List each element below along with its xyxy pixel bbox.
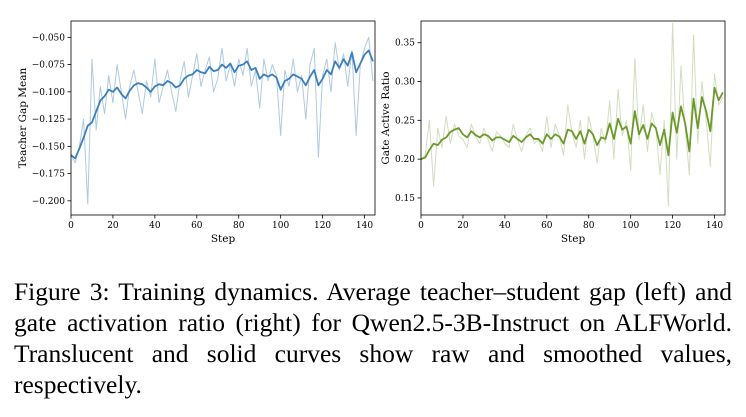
right-x-tick-label: 80 xyxy=(583,221,595,231)
left-x-tick-label: 20 xyxy=(107,221,119,231)
right-x-tick-label: 0 xyxy=(418,221,424,231)
left-series-raw-line xyxy=(70,36,374,205)
right-x-axis-label: Step xyxy=(561,233,586,245)
left-x-tick-label: 40 xyxy=(149,221,161,231)
figure-caption: Figure 3: Training dynamics. Average tea… xyxy=(14,277,732,399)
left-x-axis-label: Step xyxy=(211,233,236,245)
right-x-tick-label: 100 xyxy=(622,221,639,231)
left-y-tick-label: −0.200 xyxy=(32,197,66,207)
left-y-tick-label: −0.075 xyxy=(32,61,66,71)
right-x-tick-label: 120 xyxy=(664,221,681,231)
left-x-tick-label: 80 xyxy=(233,221,245,231)
right-x-tick-label: 40 xyxy=(499,221,511,231)
right-y-axis-label: Gate Active Ratio xyxy=(380,71,392,164)
right-x-tick-label: 140 xyxy=(706,221,723,231)
left-x-tick-label: 60 xyxy=(191,221,203,231)
left-y-tick-label: −0.175 xyxy=(32,170,66,180)
left-x-tick-label: 100 xyxy=(272,221,289,231)
left-y-tick-label: −0.125 xyxy=(32,115,66,125)
right-series-smoothed-line xyxy=(420,86,724,160)
right-y-tick-label: 0.35 xyxy=(395,39,415,49)
left-x-tick-label: 140 xyxy=(356,221,373,231)
right-series-raw-line xyxy=(420,22,724,207)
right-y-tick-label: 0.15 xyxy=(395,194,415,204)
right-plot-frame xyxy=(420,20,726,216)
figure-charts: 0 20 40 60 80 100 120 140 −0.200 −0.175 −0.150 −0.1… xyxy=(17,20,726,245)
left-y-tick-label: −0.050 xyxy=(32,33,66,43)
left-y-tick-label: −0.150 xyxy=(32,142,66,152)
left-y-axis-label: Teacher Gap Mean xyxy=(17,67,29,168)
left-x-tick-label: 0 xyxy=(68,221,74,231)
right-x-tick-label: 60 xyxy=(541,221,553,231)
right-y-tick-label: 0.30 xyxy=(395,78,415,88)
right-x-tick-label: 20 xyxy=(457,221,469,231)
left-series-smoothed-line xyxy=(70,49,374,160)
right-y-tick-label: 0.25 xyxy=(395,116,415,126)
left-plot-frame xyxy=(70,20,376,216)
left-y-tick-label: −0.100 xyxy=(32,88,66,98)
right-y-tick-label: 0.20 xyxy=(395,155,415,165)
left-x-tick-label: 120 xyxy=(314,221,331,231)
